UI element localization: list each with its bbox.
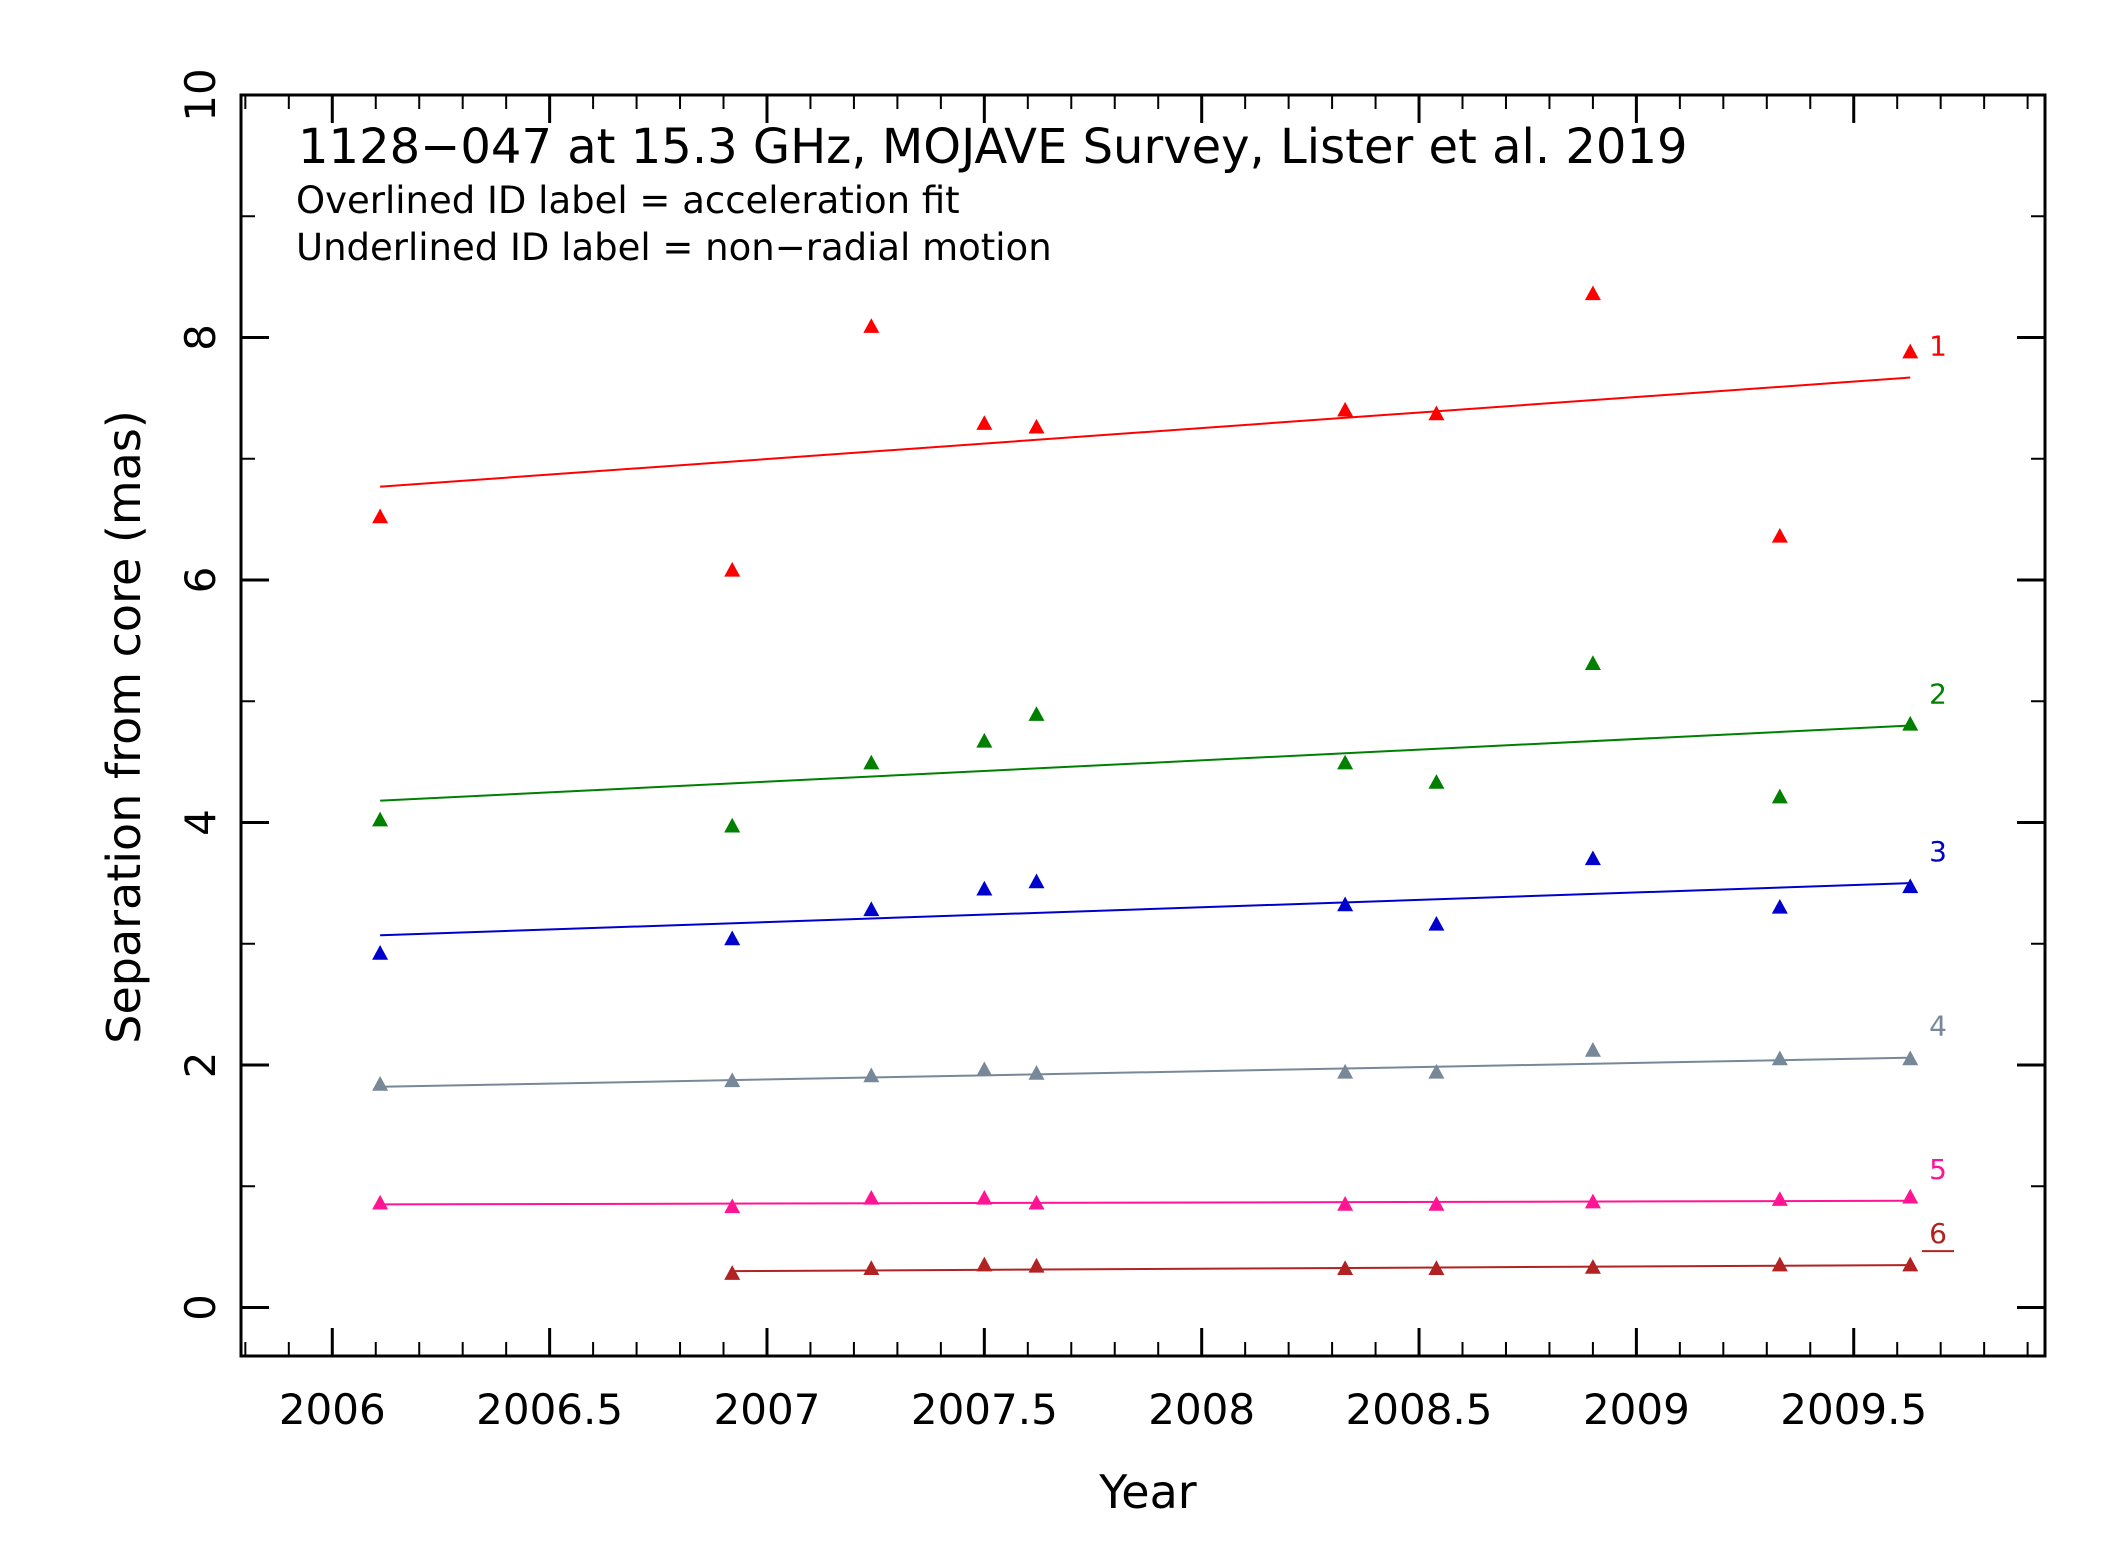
data-point-series-6 [1902, 1256, 1919, 1272]
data-point-series-6 [1771, 1256, 1788, 1272]
data-point-series-1 [1902, 343, 1919, 359]
data-point-series-3 [1428, 915, 1445, 931]
data-point-series-5 [976, 1189, 993, 1205]
data-point-series-1 [1771, 527, 1788, 543]
y-axis-title: Separation from core (mas) [97, 410, 151, 1044]
data-point-series-3 [724, 930, 741, 946]
y-tick-label: 2 [176, 1052, 225, 1079]
data-point-series-3 [372, 945, 389, 960]
series-label-5: 5 [1929, 1153, 1947, 1186]
data-point-series-1 [1337, 401, 1354, 417]
data-point-series-4 [1028, 1065, 1045, 1080]
data-point-series-5 [1428, 1196, 1445, 1211]
fit-line-series-4 [380, 1056, 1911, 1088]
x-tick-label: 2009 [1583, 1385, 1690, 1434]
data-point-series-4 [976, 1061, 993, 1077]
data-point-series-6 [1428, 1260, 1445, 1275]
data-point-series-3 [976, 880, 993, 896]
plot-frame [239, 93, 2047, 1358]
data-point-series-6 [1337, 1260, 1354, 1275]
y-tick-labels: 0 2 4 6 8 10 [176, 68, 225, 1321]
data-point-series-4 [724, 1072, 741, 1088]
data-point-series-2 [1028, 706, 1045, 721]
x-tick-label: 2006 [279, 1385, 386, 1434]
data-point-series-4 [1584, 1042, 1601, 1057]
data-point-series-3 [863, 901, 880, 917]
data-point-series-3 [1902, 878, 1919, 894]
data-point-series-4 [1902, 1050, 1919, 1066]
y-tick-label: 0 [176, 1294, 225, 1321]
fit-line-series-6 [732, 1264, 1911, 1273]
data-point-series-4 [372, 1076, 389, 1091]
x-tick-label: 2006.5 [476, 1385, 623, 1434]
x-axis-title: Year [1098, 1465, 1196, 1519]
data-point-series-2 [1771, 788, 1788, 804]
fit-line-series-5 [380, 1199, 1911, 1206]
data-point-series-5 [724, 1198, 741, 1214]
data-point-series-4 [1428, 1063, 1445, 1079]
fit-lines [380, 376, 1911, 1273]
x-tick-label: 2009.5 [1780, 1385, 1927, 1434]
y-tick-label: 4 [176, 809, 225, 836]
data-point-series-3 [1028, 873, 1045, 889]
data-point-series-2 [372, 811, 389, 827]
chart-title: 1128−047 at 15.3 GHz, MOJAVE Survey, Lis… [298, 119, 1688, 175]
data-point-series-3 [1771, 898, 1788, 914]
data-point-series-1 [863, 318, 880, 333]
data-point-series-2 [724, 817, 741, 833]
data-point-series-2 [1337, 754, 1354, 770]
data-point-series-4 [1771, 1050, 1788, 1066]
data-point-series-5 [372, 1194, 389, 1210]
series-labels: 1 2 3 4 5 6 [1922, 330, 1954, 1253]
data-point-series-6 [724, 1265, 741, 1280]
data-points [372, 285, 1919, 1280]
fit-line-series-2 [380, 724, 1911, 802]
data-point-series-5 [1028, 1194, 1045, 1210]
x-tick-label: 2008 [1148, 1385, 1255, 1434]
data-point-series-5 [863, 1189, 880, 1205]
x-tick-labels: 2006 2006.5 2007 2007.5 2008 2008.5 2009 2009.5 [279, 1385, 1927, 1434]
data-point-series-5 [1337, 1196, 1354, 1211]
chart-subtitle-2: Underlined ID label = non−radial motion [296, 226, 1052, 269]
tick-marks [241, 93, 2045, 1356]
data-point-series-5 [1771, 1191, 1788, 1206]
data-point-series-3 [1584, 850, 1601, 866]
data-point-series-6 [863, 1260, 880, 1275]
data-point-series-5 [1902, 1188, 1919, 1204]
y-tick-label: 10 [176, 68, 225, 121]
data-point-series-1 [1584, 285, 1601, 301]
data-point-series-2 [863, 754, 880, 770]
data-point-series-4 [863, 1067, 880, 1083]
y-tick-label: 8 [176, 324, 225, 351]
data-point-series-2 [1584, 655, 1601, 670]
y-tick-label: 6 [176, 567, 225, 594]
data-point-series-2 [1902, 715, 1919, 731]
data-point-series-1 [372, 508, 389, 524]
data-point-series-6 [1028, 1257, 1045, 1273]
series-label-4: 4 [1929, 1010, 1947, 1043]
data-point-series-1 [1428, 405, 1445, 421]
data-point-series-2 [976, 732, 993, 748]
series-label-6: 6 [1929, 1217, 1947, 1250]
data-point-series-6 [1584, 1259, 1601, 1274]
data-point-series-1 [976, 415, 993, 430]
data-point-series-4 [1337, 1063, 1354, 1079]
x-tick-label: 2007 [714, 1385, 821, 1434]
x-tick-label: 2008.5 [1346, 1385, 1493, 1434]
data-point-series-1 [724, 561, 741, 577]
series-label-1: 1 [1929, 330, 1947, 363]
data-point-series-6 [976, 1256, 993, 1272]
fit-line-series-3 [380, 882, 1911, 937]
series-label-3: 3 [1929, 835, 1947, 868]
series-label-2: 2 [1929, 678, 1947, 711]
data-point-series-1 [1028, 418, 1045, 434]
data-point-series-2 [1428, 774, 1445, 789]
data-point-series-3 [1337, 896, 1354, 912]
data-point-series-5 [1584, 1193, 1601, 1209]
x-tick-label: 2007.5 [911, 1385, 1058, 1434]
chart-subtitle-1: Overlined ID label = acceleration fit [296, 179, 960, 222]
fit-line-series-1 [380, 376, 1911, 488]
